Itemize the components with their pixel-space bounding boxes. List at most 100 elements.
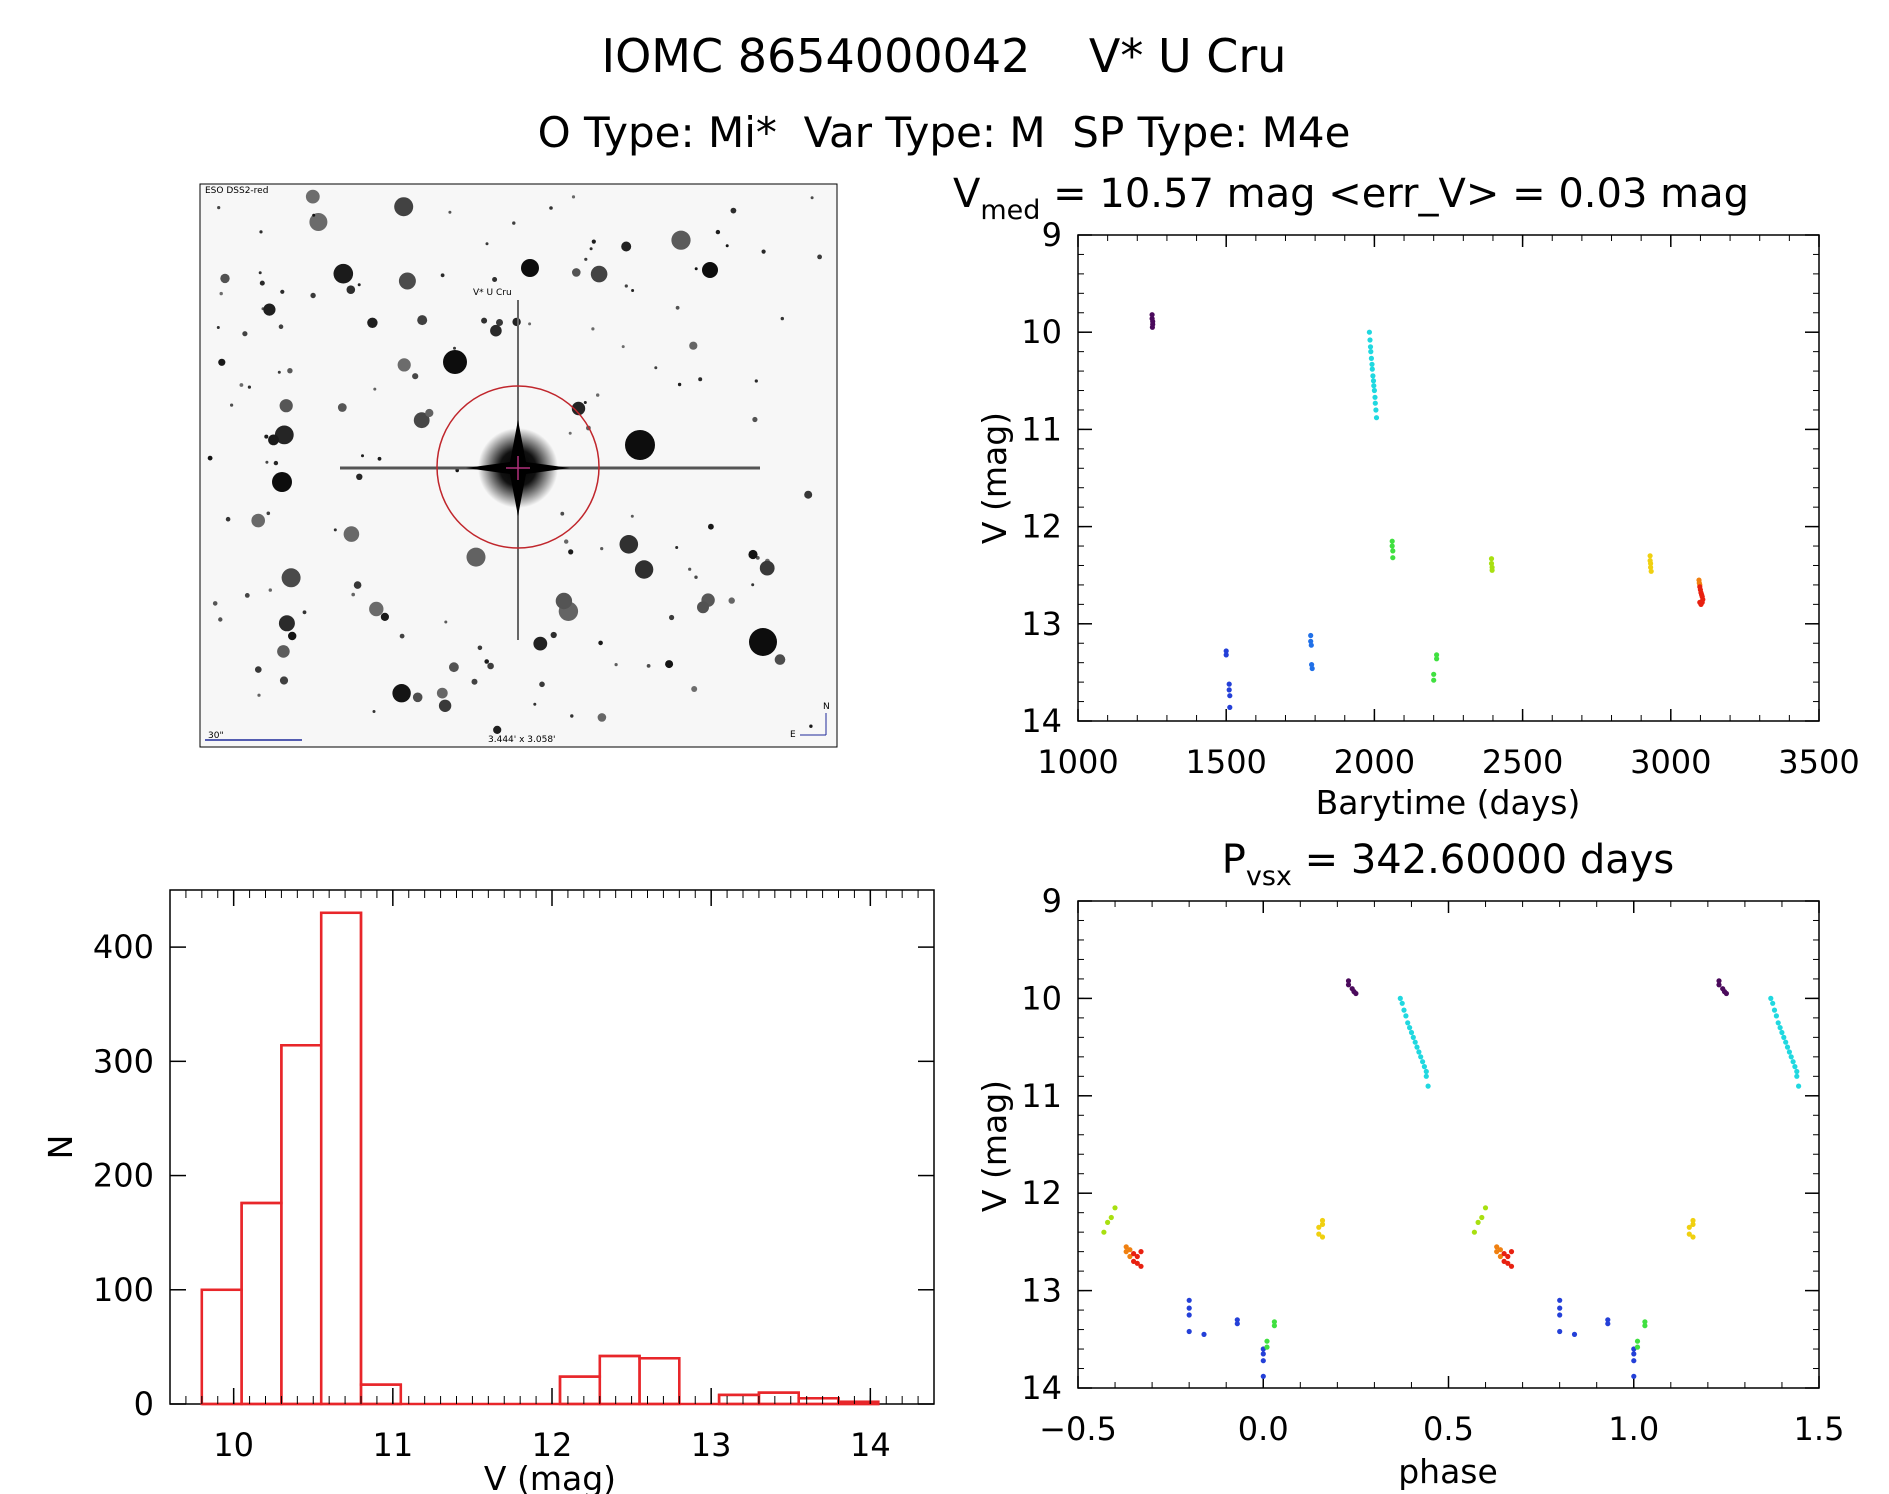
lightcurve-xtick-label: 3000 (1630, 743, 1711, 781)
lightcurve-ytick-label: 9 (1042, 216, 1062, 254)
phased-ytick-label: 11 (1021, 1077, 1062, 1115)
field-star (621, 241, 632, 252)
lightcurve-point (1648, 568, 1654, 574)
histogram-xtick-label: 10 (213, 1426, 254, 1464)
field-star (759, 560, 775, 576)
phased-point (1316, 1224, 1322, 1230)
lightcurve-xtick-label: 2500 (1482, 743, 1563, 781)
phased-ytick-label: 10 (1021, 979, 1062, 1017)
scale-label: 30" (208, 731, 224, 741)
lightcurve-point (1308, 632, 1314, 639)
header-title-line1: IOMC 8654000042 V* U Cru (602, 29, 1287, 83)
phased-point (1482, 1205, 1489, 1211)
phased-point (1397, 995, 1403, 1002)
phased-point (1794, 1073, 1800, 1079)
field-star (257, 693, 261, 697)
histogram-ytick-label: 300 (93, 1042, 154, 1080)
phased-point (1271, 1319, 1277, 1325)
field-star (277, 370, 281, 374)
phased-ytick-label: 9 (1042, 882, 1062, 920)
field-star (266, 511, 271, 516)
phased-point (1631, 1358, 1637, 1364)
phased-point (1479, 1214, 1485, 1221)
phased-point (1403, 1013, 1409, 1019)
phased-point (1264, 1338, 1270, 1344)
field-star (333, 263, 354, 284)
field-star (351, 592, 356, 597)
lightcurve-point (1223, 648, 1229, 654)
field-star (217, 206, 221, 210)
field-star (448, 210, 452, 214)
lightcurve-point (1370, 378, 1377, 384)
field-star (691, 686, 698, 692)
lightcurve-point (1372, 400, 1378, 406)
field-star (449, 662, 459, 673)
lightcurve-point (1227, 704, 1233, 711)
phased-point (1501, 1251, 1507, 1257)
lightcurve-point (1390, 555, 1396, 561)
field-star (477, 645, 483, 651)
phased-point (1101, 1229, 1107, 1235)
lightcurve-point (1149, 324, 1155, 330)
field-star (207, 455, 213, 461)
field-star (490, 324, 502, 337)
phased-point (1631, 1373, 1637, 1379)
compass-icon: N E (790, 702, 830, 740)
phased-point (1690, 1234, 1696, 1240)
field-star (634, 560, 654, 579)
phased-point (1777, 1025, 1783, 1031)
field-star (346, 285, 356, 295)
field-star (521, 259, 539, 277)
phased-point (1123, 1244, 1129, 1250)
phased-point (1642, 1323, 1648, 1329)
field-star (444, 620, 448, 624)
field-star (533, 636, 548, 651)
field-star (780, 316, 784, 321)
field-star (675, 305, 680, 310)
field-star (583, 401, 587, 404)
lightcurve-xtick-label: 1500 (1185, 743, 1266, 781)
field-star (268, 434, 279, 446)
field-star (752, 416, 758, 423)
phased-ytick-label: 12 (1021, 1174, 1062, 1212)
lightcurve-point (1226, 681, 1232, 687)
field-star (343, 526, 360, 542)
field-star (591, 239, 596, 244)
phased-point (1186, 1312, 1192, 1318)
field-star (614, 663, 618, 667)
field-star (259, 280, 265, 286)
field-star (624, 284, 628, 288)
field-star (817, 254, 822, 260)
field-star (367, 317, 378, 328)
lightcurve-point (1647, 553, 1653, 559)
phased-point (1471, 1229, 1477, 1235)
phased-xtick-label: −0.5 (1039, 1410, 1117, 1448)
phased-point (1410, 1034, 1416, 1040)
histogram-xtick-label: 13 (691, 1426, 732, 1464)
lightcurve-axes: 1000 1500 2000 2500 3000 3500 9 10 11 12 13 14 (1021, 216, 1859, 781)
lightcurve-title: Vmed = 10.57 mag <err_V> = 0.03 mag (953, 171, 1749, 226)
field-star (471, 678, 478, 685)
phased-point (1781, 1034, 1787, 1040)
lightcurve-point (1389, 538, 1395, 544)
lightcurve-point (1371, 383, 1377, 389)
phased-point (1557, 1305, 1563, 1311)
field-star (631, 289, 635, 292)
field-star (496, 319, 503, 326)
lightcurve-point (1434, 652, 1440, 658)
field-star (597, 713, 607, 722)
phased-panel: Pvsx = 342.60000 days −0.5 0.0 0.5 1.0 1.5 9 1… (975, 837, 1844, 1491)
field-star (230, 403, 234, 407)
field-star (630, 514, 634, 518)
field-star (702, 262, 718, 278)
lightcurve-point (1308, 642, 1314, 648)
phased-point (1138, 1263, 1144, 1269)
field-star (571, 195, 576, 199)
lightcurve-xtick-label: 2000 (1334, 743, 1415, 781)
field-star (356, 473, 363, 480)
phased-point (1686, 1224, 1692, 1230)
field-star (278, 615, 295, 632)
phased-point (1316, 1231, 1322, 1237)
histogram-ytick-label: 200 (93, 1157, 154, 1195)
field-star (279, 399, 293, 413)
